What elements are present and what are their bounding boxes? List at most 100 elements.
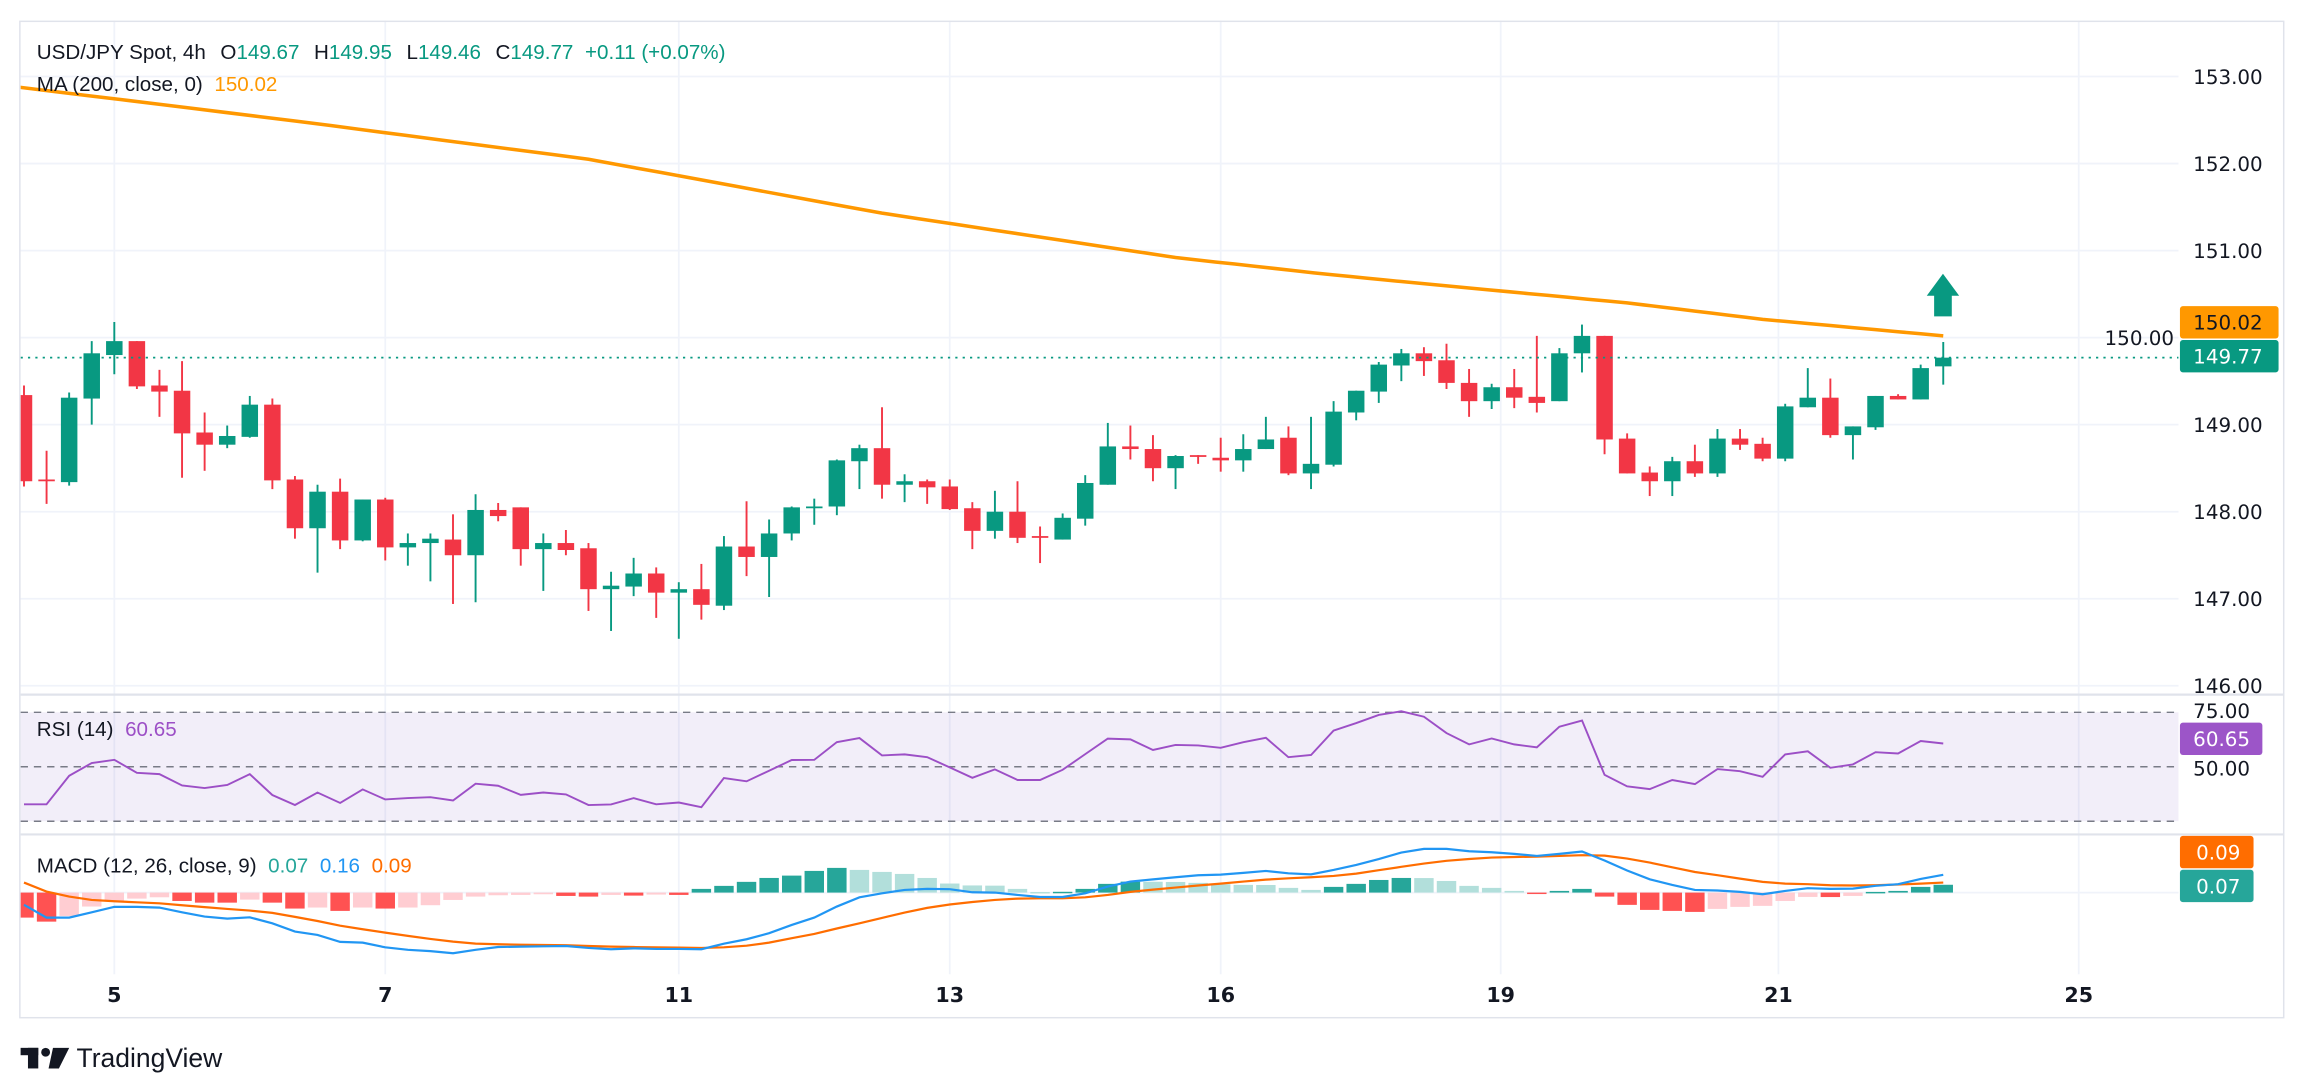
candle-body [783,507,800,534]
candle-body [851,448,868,462]
candle [715,536,733,611]
macd-histogram-bar [1052,891,1073,894]
macd-histogram-bar [217,892,237,903]
macd-histogram-bar [1933,884,1953,893]
price-tick-label: 147.00 [2193,588,2263,611]
tradingview-wordmark: TradingView [77,1043,224,1073]
candle-body [241,404,259,437]
macd-histogram-bar [443,892,463,900]
candle [851,444,868,490]
rsi-legend[interactable]: RSI (14) 60.65 [37,718,177,741]
ma200-line[interactable] [17,85,1944,338]
rsi-axis-50: 50.00 [2193,758,2250,781]
open-label: O [220,41,236,64]
candle [1347,390,1365,421]
up-arrow-icon[interactable] [1926,273,1960,317]
macd-histogram-bar [1233,884,1254,893]
macd-histogram-bar [1278,887,1299,893]
ma-price-pill-text: 150.02 [2193,312,2263,335]
candle [557,529,575,556]
candle-body [83,353,100,399]
candle-body [1415,353,1433,362]
time-axis[interactable]: 5 7 11 13 16 19 21 25 [107,983,2093,1007]
rsi-legend-value: 60.65 [125,718,177,741]
candle [1686,444,1704,477]
macd-line[interactable] [23,847,1944,955]
candle [128,341,146,389]
candle [512,507,529,566]
macd-histogram-bar [1188,882,1208,893]
candle-body [828,460,846,507]
macd-histogram-bar [375,892,395,909]
candle-body [173,390,191,434]
macd-histogram-bar [781,875,802,893]
candle-body [1935,357,1952,367]
macd-histogram-bar [1888,890,1908,893]
ma-legend-value: 150.02 [214,73,277,96]
high-value: 149.95 [329,41,392,64]
rsi-pill: 60.65 [2179,722,2263,755]
candle-body [1054,517,1071,540]
macd-histogram-bar [1075,888,1095,893]
macd-histogram-bar [194,892,215,903]
candle-body [1144,449,1162,469]
price-tick-label: 152.00 [2193,153,2263,176]
candle [1212,437,1229,472]
macd-histogram-bar [962,885,983,893]
macd-histogram-bar [1323,886,1344,893]
candle-body [151,385,168,392]
price-tick-label: 150.00 [2105,327,2175,350]
low-label: L [406,41,417,64]
candle [196,412,213,471]
ma-legend[interactable]: MA (200, close, 0) 150.02 [37,73,278,96]
macd-histogram-bar [985,885,1005,893]
macd-histogram-bar [736,881,757,893]
candles[interactable] [16,321,1952,639]
macd-histogram-bar [1436,880,1457,893]
candle [806,498,823,525]
rsi-line[interactable] [23,710,1944,809]
candle [1167,455,1184,490]
price-tick-label: 146.00 [2193,675,2263,698]
tradingview-logo-icon [20,1047,70,1069]
candle-body [1257,439,1275,450]
candle [444,514,462,604]
candle-body [693,589,710,605]
symbol-legend[interactable]: USD/JPY Spot, 4h O149.67 H149.95 L149.46… [37,41,726,64]
candle-body [264,404,281,481]
macd-histogram-bar [59,892,79,916]
ma-legend-label: MA (200, close, 0) [37,73,203,96]
candle [1573,324,1591,373]
macd-histogram-bar [1549,890,1570,893]
candle-body [512,507,529,550]
price-tick-label: 149.00 [2193,414,2263,437]
macd-legend[interactable]: MACD (12, 26, close, 9) 0.07 0.16 0.09 [37,855,412,878]
candle [1144,435,1162,482]
candle [964,502,981,550]
candle [354,499,371,542]
candle [399,533,417,566]
macd-histogram-bar [1007,888,1028,893]
candle [1596,335,1613,455]
macd-histogram-bar [1752,892,1773,906]
candle-body [1460,382,1478,402]
candle-body [1551,353,1568,402]
price-axis[interactable]: 146.00 147.00 148.00 149.00 150.00 151.00 152.… [2105,66,2263,698]
candle [241,395,259,438]
candle [1935,341,1952,385]
candle [106,321,123,375]
chart-frame [19,20,2285,1019]
tradingview-logo[interactable]: TradingView [20,1043,224,1073]
macd-histogram-bar [20,892,34,918]
candle [1302,416,1320,490]
candle-body [806,506,823,509]
macd-signal-line[interactable] [23,854,1944,950]
date-tick-label: 21 [1764,983,1793,1007]
candle-body [1799,397,1817,408]
candle [60,392,78,486]
ma-price-pill: 150.02 [2179,306,2279,339]
candle-body [128,341,146,387]
candle-body [20,395,33,482]
candle-body [1302,463,1320,474]
